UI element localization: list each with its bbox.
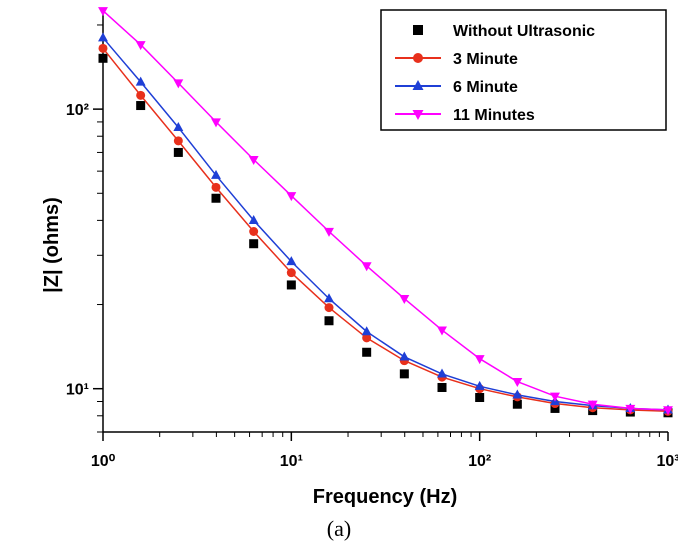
legend-marker <box>412 80 424 90</box>
legend-label: 3 Minute <box>453 51 518 68</box>
data-point <box>550 403 560 413</box>
legend: Without Ultrasonic 3 Minute 6 Minute 11 Min… <box>380 9 667 131</box>
legend-box <box>380 9 667 131</box>
legend-item: 3 Minute <box>395 51 518 68</box>
data-point <box>98 53 108 63</box>
data-point <box>249 226 259 236</box>
legend-label: 6 Minute <box>453 79 518 96</box>
legend-marker <box>413 25 423 35</box>
data-point <box>362 333 372 343</box>
legend-marker <box>412 110 424 120</box>
axes: 10⁰ 10¹ 10² 10³ 10¹ 10² <box>66 8 678 470</box>
series-line <box>102 47 669 413</box>
legend-item: 11 Minutes <box>395 107 535 124</box>
data-point <box>437 326 447 336</box>
data-point <box>324 316 334 326</box>
data-point <box>211 118 221 128</box>
x-tick-label: 10¹ <box>280 453 303 470</box>
data-point <box>136 101 146 111</box>
x-axis-label: Frequency (Hz) <box>313 486 457 508</box>
data-point <box>135 41 146 51</box>
data-point <box>248 214 259 224</box>
series-11-minutes <box>98 7 673 416</box>
x-tick-label: 10³ <box>656 453 678 470</box>
series-line <box>102 37 669 411</box>
data-point <box>550 392 560 402</box>
y-tick-label: 10² <box>66 102 89 119</box>
data-point <box>399 295 410 305</box>
legend-label: 11 Minutes <box>453 107 535 124</box>
data-point <box>512 389 523 399</box>
data-point <box>399 369 409 379</box>
data-point <box>211 169 221 179</box>
data-point <box>587 400 598 410</box>
data-point <box>512 399 522 409</box>
data-point <box>474 380 485 390</box>
data-point <box>399 351 410 361</box>
data-point <box>135 76 146 86</box>
legend-marker <box>413 53 423 63</box>
data-point <box>211 182 221 192</box>
data-point <box>98 43 108 53</box>
data-point <box>474 355 485 365</box>
data-point <box>173 147 183 157</box>
legend-item: 6 Minute <box>395 79 518 96</box>
data-point <box>324 303 334 313</box>
data-point <box>98 7 108 17</box>
series-layer <box>98 7 673 418</box>
data-point <box>512 378 523 388</box>
figure-caption: (a) <box>326 516 352 541</box>
series-line <box>102 10 669 411</box>
data-point <box>475 393 485 403</box>
legend-label: Without Ultrasonic <box>453 23 595 40</box>
y-tick-label: 10¹ <box>66 382 89 399</box>
data-point <box>361 326 372 336</box>
data-point <box>625 404 636 414</box>
data-point <box>437 368 447 378</box>
data-point <box>361 262 372 272</box>
legend-item: Without Ultrasonic <box>413 23 595 40</box>
x-tick-label: 10² <box>468 453 491 470</box>
data-point <box>437 382 447 392</box>
data-point <box>98 32 108 42</box>
data-point <box>286 256 297 266</box>
data-point <box>286 280 296 290</box>
data-point <box>286 192 297 202</box>
data-point <box>663 406 673 416</box>
data-point <box>324 293 334 303</box>
data-point <box>173 79 184 89</box>
data-point <box>248 155 259 165</box>
data-point <box>362 347 372 357</box>
data-point <box>173 136 183 146</box>
data-point <box>324 227 334 237</box>
data-point <box>249 239 259 249</box>
data-point <box>211 193 221 203</box>
data-point <box>136 90 146 100</box>
data-point <box>173 122 184 132</box>
data-point <box>286 268 296 278</box>
x-tick-label: 10⁰ <box>91 453 116 470</box>
y-axis-label: |Z| (ohms) <box>41 197 63 293</box>
